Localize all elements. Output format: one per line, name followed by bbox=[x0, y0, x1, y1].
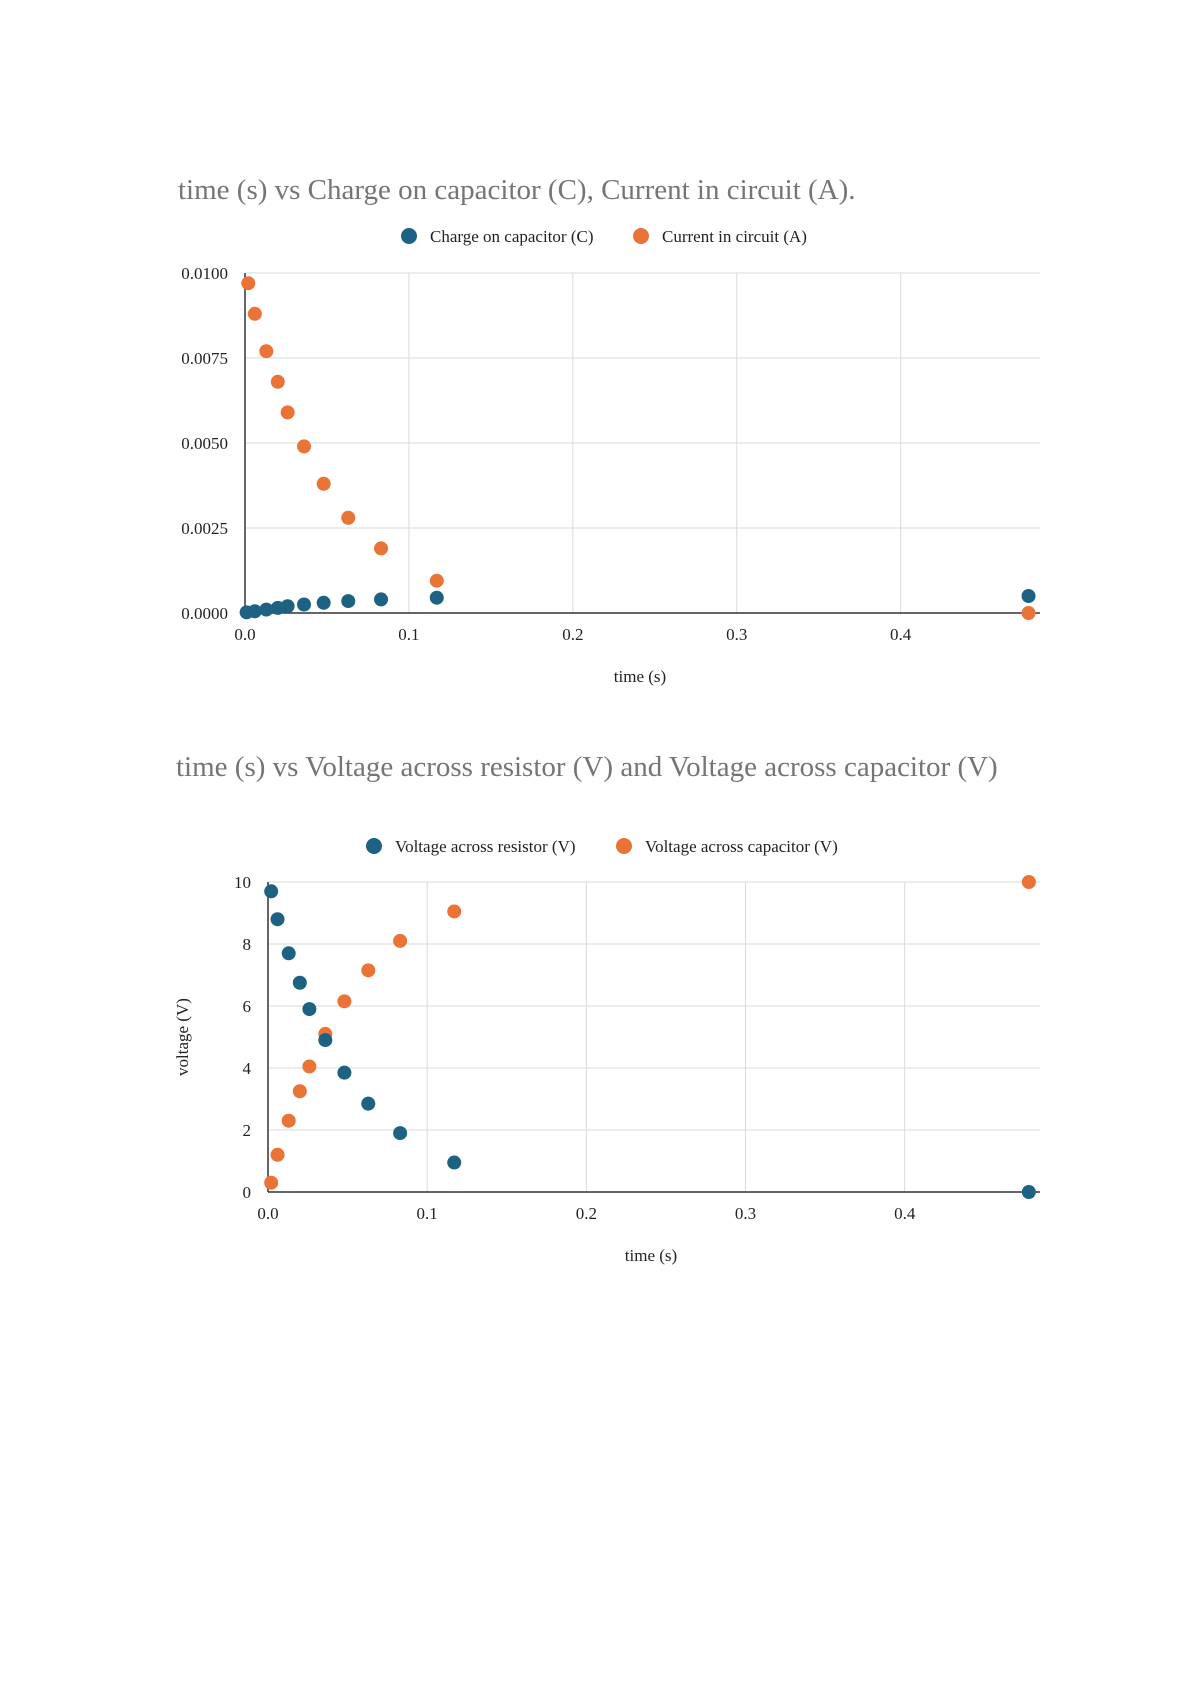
x-axis-label: time (s) bbox=[614, 667, 666, 686]
x-tick-label: 0.2 bbox=[576, 1204, 597, 1223]
data-point-series-2 bbox=[264, 1175, 279, 1190]
data-point-series-1 bbox=[280, 599, 295, 614]
x-tick-label: 0.3 bbox=[735, 1204, 756, 1223]
data-point-series-1 bbox=[259, 602, 274, 617]
data-point-series-2 bbox=[316, 476, 331, 491]
y-tick-label: 8 bbox=[243, 935, 252, 954]
y-tick-label: 10 bbox=[234, 873, 251, 892]
legend-label-2: Current in circuit (A) bbox=[662, 227, 807, 246]
data-point-series-2 bbox=[297, 439, 312, 454]
data-point-series-2 bbox=[281, 1113, 296, 1128]
y-tick-label: 0.0100 bbox=[181, 264, 228, 283]
data-point-series-1 bbox=[374, 592, 389, 607]
data-point-series-2 bbox=[429, 573, 444, 588]
y-tick-label: 4 bbox=[243, 1059, 252, 1078]
data-point-series-1 bbox=[361, 1096, 376, 1111]
x-tick-label: 0.4 bbox=[890, 625, 912, 644]
chart-2: Voltage across resistor (V) Voltage acros… bbox=[173, 837, 1040, 1265]
data-point-series-1 bbox=[1021, 589, 1036, 603]
x-tick-label: 0.0 bbox=[257, 1204, 278, 1223]
data-point-series-2 bbox=[361, 963, 376, 978]
data-point-series-1 bbox=[318, 1033, 333, 1048]
y-tick-label: 2 bbox=[243, 1121, 252, 1140]
chart-1-title: time (s) vs Charge on capacitor (C), Cur… bbox=[178, 174, 856, 206]
data-point-series-1 bbox=[447, 1155, 462, 1170]
data-point-series-1 bbox=[264, 884, 279, 899]
data-point-series-2 bbox=[341, 510, 356, 525]
data-point-series-1 bbox=[247, 604, 262, 619]
chart-2-title: time (s) vs Voltage across resistor (V) … bbox=[176, 751, 998, 783]
data-point-series-1 bbox=[270, 912, 285, 927]
data-point-series-2 bbox=[337, 994, 352, 1009]
data-point-series-1 bbox=[1021, 1185, 1036, 1199]
legend-label-1: Voltage across resistor (V) bbox=[395, 837, 576, 856]
x-tick-label: 0.1 bbox=[417, 1204, 438, 1223]
data-point-series-1 bbox=[281, 946, 296, 961]
data-point-series-2 bbox=[447, 904, 462, 919]
data-point-series-2 bbox=[374, 541, 389, 556]
y-tick-label: 0.0075 bbox=[181, 349, 228, 368]
data-point-series-2 bbox=[1021, 606, 1036, 620]
data-point-series-1 bbox=[429, 590, 444, 605]
data-point-series-2 bbox=[270, 374, 285, 389]
x-tick-label: 0.2 bbox=[562, 625, 583, 644]
data-point-series-2 bbox=[241, 276, 256, 291]
legend-label-2: Voltage across capacitor (V) bbox=[645, 837, 838, 856]
y-tick-label: 0 bbox=[243, 1183, 252, 1202]
data-point-series-1 bbox=[292, 975, 307, 990]
legend-marker-2 bbox=[616, 838, 632, 854]
data-point-series-1 bbox=[337, 1065, 352, 1080]
y-tick-label: 0.0050 bbox=[181, 434, 228, 453]
legend-label-1: Charge on capacitor (C) bbox=[430, 227, 593, 246]
y-axis-label: voltage (V) bbox=[173, 998, 192, 1076]
data-point-series-2 bbox=[1021, 875, 1036, 889]
data-point-series-2 bbox=[280, 405, 295, 420]
x-axis-label: time (s) bbox=[625, 1246, 677, 1265]
data-point-series-2 bbox=[292, 1084, 307, 1099]
legend-marker-2 bbox=[633, 228, 649, 244]
data-point-series-1 bbox=[297, 597, 312, 612]
x-tick-label: 0.0 bbox=[234, 625, 255, 644]
data-point-series-2 bbox=[393, 933, 408, 948]
data-point-series-2 bbox=[247, 306, 262, 321]
y-tick-label: 0.0000 bbox=[181, 604, 228, 623]
x-tick-label: 0.3 bbox=[726, 625, 747, 644]
data-point-series-2 bbox=[259, 344, 274, 359]
y-tick-label: 6 bbox=[243, 997, 252, 1016]
y-tick-label: 0.0025 bbox=[181, 519, 228, 538]
legend-marker-1 bbox=[401, 228, 417, 244]
legend-marker-1 bbox=[366, 838, 382, 854]
data-point-series-2 bbox=[270, 1147, 285, 1162]
x-tick-label: 0.1 bbox=[398, 625, 419, 644]
data-point-series-2 bbox=[302, 1059, 317, 1074]
data-point-series-1 bbox=[393, 1126, 408, 1141]
x-tick-label: 0.4 bbox=[894, 1204, 916, 1223]
chart-1: Charge on capacitor (C) Current in circui… bbox=[181, 227, 1040, 686]
data-point-series-1 bbox=[302, 1002, 317, 1017]
data-point-series-1 bbox=[316, 595, 331, 610]
data-point-series-1 bbox=[341, 594, 356, 609]
